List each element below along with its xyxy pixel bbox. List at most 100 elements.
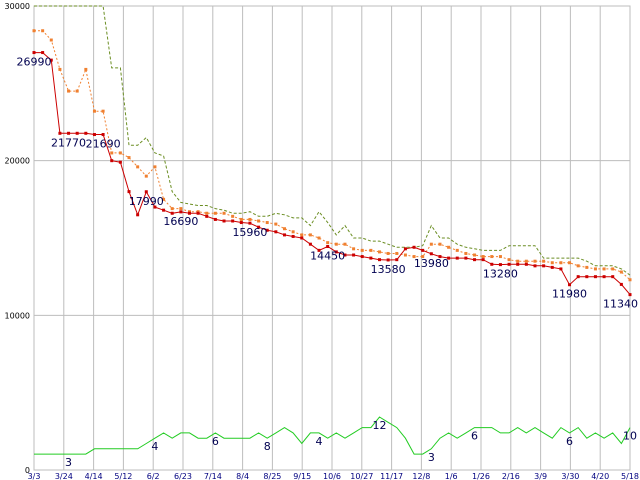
min_price-point bbox=[542, 264, 546, 268]
min-price-label: 26990 bbox=[17, 56, 52, 69]
avg_price-point bbox=[619, 270, 623, 274]
min_price-point bbox=[378, 258, 382, 262]
avg_price-point bbox=[300, 233, 304, 237]
avg_price-point bbox=[542, 259, 546, 263]
x-tick-label: 7/14 bbox=[204, 472, 222, 480]
avg_price-point bbox=[291, 230, 295, 234]
avg_price-point bbox=[360, 248, 364, 252]
count-label: 4 bbox=[151, 440, 158, 453]
avg_price-point bbox=[41, 29, 45, 33]
avg_price-point bbox=[265, 221, 269, 225]
min_price-point bbox=[75, 131, 79, 135]
min_price-point bbox=[274, 230, 278, 234]
avg_price-point bbox=[196, 210, 200, 214]
avg_price-point bbox=[576, 264, 580, 268]
min_price-point bbox=[455, 256, 459, 260]
min_price-point bbox=[205, 214, 209, 218]
min_price-point bbox=[628, 293, 632, 297]
min_price-point bbox=[67, 131, 71, 135]
min_price-point bbox=[92, 133, 96, 137]
min-price-label: 21770 bbox=[51, 136, 86, 149]
avg_price-point bbox=[162, 197, 166, 201]
min_price-point bbox=[386, 258, 390, 262]
x-tick-label: 3/9 bbox=[534, 472, 547, 480]
min-price-label: 11980 bbox=[552, 288, 587, 301]
min_price-point bbox=[326, 245, 330, 249]
avg_price-point bbox=[568, 261, 572, 265]
min_price-point bbox=[248, 221, 252, 225]
min_price-point bbox=[533, 264, 537, 268]
min_price-point bbox=[352, 253, 356, 257]
min_price-point bbox=[231, 219, 235, 223]
avg_price-point bbox=[49, 38, 53, 42]
min_price-point bbox=[585, 275, 589, 279]
min_price-point bbox=[438, 255, 442, 259]
avg_price-point bbox=[274, 222, 278, 226]
min_price-point bbox=[524, 262, 528, 266]
min_price-point bbox=[308, 242, 312, 246]
count-label: 12 bbox=[373, 419, 387, 432]
min-price-label: 15960 bbox=[232, 226, 267, 239]
y-tick-label: 30000 bbox=[5, 2, 30, 11]
min_price-point bbox=[110, 159, 114, 163]
x-tick-label: 2/16 bbox=[502, 472, 520, 480]
min_price-point bbox=[429, 252, 433, 256]
min_price-point bbox=[187, 211, 191, 215]
avg_price-point bbox=[187, 210, 191, 214]
avg_price-point bbox=[239, 217, 243, 221]
min_price-point bbox=[490, 262, 494, 266]
min_price-point bbox=[559, 267, 563, 271]
avg_price-point bbox=[144, 174, 148, 178]
min_price-point bbox=[196, 211, 200, 215]
x-tick-label: 10/27 bbox=[350, 472, 373, 480]
avg_price-point bbox=[222, 211, 226, 215]
avg_price-point bbox=[498, 255, 502, 259]
avg_price-point bbox=[507, 258, 511, 262]
price-series bbox=[32, 5, 632, 297]
avg_price-point bbox=[213, 211, 217, 215]
count-label: 10 bbox=[623, 430, 637, 443]
avg_price-point bbox=[352, 247, 356, 251]
min_price-point bbox=[127, 190, 131, 194]
min_price-line bbox=[34, 52, 631, 295]
avg_price-point bbox=[481, 255, 485, 259]
avg_price-point bbox=[257, 219, 261, 223]
x-tick-label: 4/20 bbox=[591, 472, 609, 480]
min_price-point bbox=[153, 205, 157, 209]
x-tick-label: 8/25 bbox=[263, 472, 281, 480]
min_price-point bbox=[395, 258, 399, 262]
min_price-point bbox=[421, 248, 425, 252]
avg_price-point bbox=[395, 251, 399, 255]
min_price-point bbox=[447, 256, 451, 260]
avg_price-point bbox=[602, 267, 606, 271]
avg_price-point bbox=[438, 242, 442, 246]
min_price-point bbox=[162, 208, 166, 212]
avg_price-point bbox=[231, 214, 235, 218]
x-tick-label: 3/3 bbox=[28, 472, 41, 480]
avg_price-point bbox=[447, 245, 451, 249]
grid bbox=[33, 5, 631, 471]
count-label: 6 bbox=[212, 435, 219, 448]
min_price-point bbox=[360, 255, 364, 259]
y-tick-label: 0 bbox=[25, 466, 30, 475]
avg_price-point bbox=[84, 67, 88, 71]
count-series bbox=[34, 416, 631, 455]
x-tick-label: 4/14 bbox=[85, 472, 103, 480]
avg_price-point bbox=[308, 233, 312, 237]
min_price-point bbox=[334, 250, 338, 254]
avg_price-point bbox=[127, 156, 131, 160]
avg_price-point bbox=[378, 250, 382, 254]
avg_price-point bbox=[248, 217, 252, 221]
min_price-point bbox=[170, 211, 174, 215]
avg_price-point bbox=[136, 165, 140, 169]
avg_price-point bbox=[403, 253, 407, 257]
min_price-point bbox=[611, 275, 615, 279]
count-label: 6 bbox=[471, 430, 478, 443]
avg_price-point bbox=[67, 89, 71, 93]
avg_price-point bbox=[170, 207, 174, 211]
avg_price-point bbox=[455, 248, 459, 252]
avg_price-point bbox=[317, 236, 321, 240]
avg_price-line bbox=[34, 30, 631, 281]
avg_price-point bbox=[473, 253, 477, 257]
